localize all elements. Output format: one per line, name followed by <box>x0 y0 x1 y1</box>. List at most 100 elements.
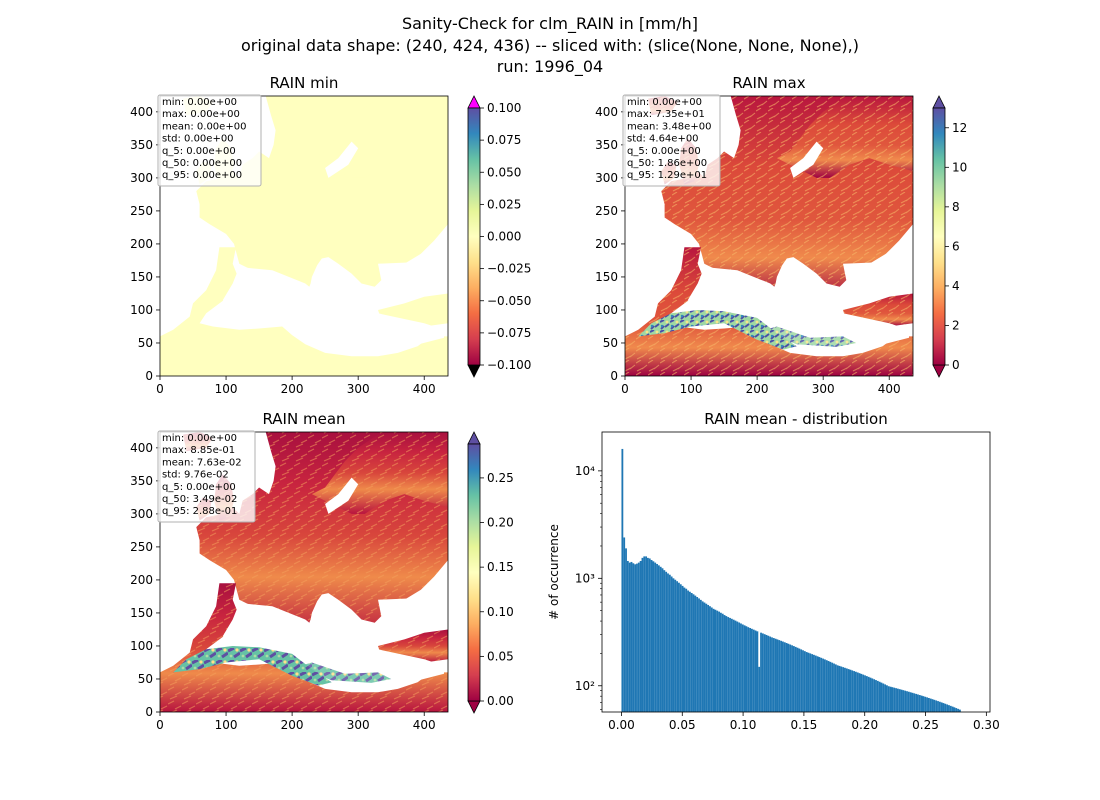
histogram-bar <box>807 652 810 712</box>
histogram-bar <box>953 707 956 712</box>
y-tick-label: 150 <box>130 606 153 620</box>
histogram-bar <box>636 563 638 712</box>
histogram-bar <box>955 708 958 712</box>
histogram-bar <box>699 599 702 712</box>
histogram-bar <box>783 642 786 712</box>
histogram-bar <box>845 668 848 712</box>
histogram-bar <box>794 646 797 712</box>
histogram-bar <box>780 640 783 712</box>
histogram-bar <box>887 686 890 712</box>
stats-box <box>157 430 256 523</box>
stats-line: q_5: 0.00e+00 <box>627 146 701 157</box>
y-tick-label: 400 <box>130 441 153 455</box>
sea-mask <box>378 598 428 623</box>
histogram-bar <box>758 666 761 712</box>
histogram-bar <box>904 690 907 712</box>
y-tick-label: 200 <box>130 237 153 251</box>
histogram-bar <box>665 571 668 712</box>
axes-frame <box>601 431 991 713</box>
histogram-bar <box>886 685 888 712</box>
histogram-bar <box>802 650 804 712</box>
mediterranean-field <box>760 326 857 347</box>
x-tick-label: 0 <box>156 718 164 732</box>
mediterranean-field <box>295 662 392 683</box>
histogram-bar <box>906 691 908 712</box>
histogram-bar <box>654 562 657 712</box>
histogram-bar <box>630 561 633 712</box>
histogram-bar <box>625 548 627 712</box>
histogram-bar <box>626 560 629 712</box>
colorbar-tick-label: −0.100 <box>487 358 531 372</box>
histogram-bar <box>833 663 835 712</box>
y-tick-label: 250 <box>130 540 153 554</box>
histogram-bar <box>761 633 764 712</box>
histogram-bar <box>840 666 843 712</box>
histogram-bar <box>634 564 637 712</box>
histogram-bar <box>871 678 874 712</box>
histogram-bar <box>798 648 801 712</box>
histogram-bar <box>756 631 759 712</box>
histogram-bar <box>942 703 945 712</box>
y-tick-label: 0 <box>610 369 618 383</box>
stats-line: mean: 0.00e+00 <box>162 121 246 132</box>
colorbar-tick-label: 0.075 <box>487 133 521 147</box>
x-tick-label: 400 <box>413 718 436 732</box>
histogram-bar <box>822 658 824 712</box>
histogram-bar <box>745 626 748 712</box>
histogram-bar <box>740 623 742 712</box>
histogram-bar <box>907 691 910 712</box>
stats-line: min: 0.00e+00 <box>162 433 237 444</box>
histogram-bar <box>940 702 943 712</box>
stats-line: std: 9.76e-02 <box>162 470 229 481</box>
x-tick-label: 400 <box>878 382 901 396</box>
subplot-title: RAIN min <box>270 74 339 92</box>
histogram-bar <box>849 669 852 712</box>
colorbar-extend-min <box>467 700 481 714</box>
histogram-bar <box>683 587 686 712</box>
y-tick-label: 50 <box>603 336 618 350</box>
histogram-bar <box>957 708 959 712</box>
stats-line: max: 0.00e+00 <box>162 109 240 120</box>
histogram-bar <box>844 667 846 712</box>
y-tick-label: 300 <box>595 171 618 185</box>
histogram-bar <box>834 664 837 712</box>
histogram-bar <box>643 556 646 712</box>
sea-mask <box>325 141 359 178</box>
x-tick-label: 0.20 <box>851 718 878 732</box>
histogram-bar <box>760 632 762 712</box>
y-tick-label: 250 <box>130 204 153 218</box>
histogram-bar <box>709 606 711 712</box>
histogram-bar <box>723 615 726 712</box>
stats-line: q_95: 1.29e+01 <box>627 170 707 181</box>
colorbar-tick-label: 0.05 <box>487 649 514 663</box>
colorbar-tick-label: 0.20 <box>487 516 514 530</box>
colorbar-extend-max <box>467 95 481 109</box>
histogram-bar <box>847 669 850 712</box>
stats-line: std: 4.64e+00 <box>627 134 699 145</box>
x-tick-label: 400 <box>413 382 436 396</box>
axes-frame <box>624 95 914 377</box>
stats-line: mean: 7.63e-02 <box>162 457 242 468</box>
histogram-bar <box>920 695 923 712</box>
histogram-bar <box>688 591 691 712</box>
colorbar-tick-label: 4 <box>952 279 960 293</box>
histogram-bar <box>800 649 803 712</box>
histogram-bar <box>771 637 773 712</box>
histogram-bar <box>796 647 799 712</box>
histogram-bar <box>774 638 777 712</box>
stats-line: q_95: 0.00e+00 <box>162 170 242 181</box>
map-field-1 <box>625 96 913 376</box>
histogram-bar <box>791 645 793 712</box>
y-tick-label: 0 <box>145 369 153 383</box>
sea-mask <box>378 262 428 287</box>
histogram-bar <box>902 690 905 712</box>
histogram-bar <box>813 654 815 712</box>
histogram-bar <box>864 675 866 712</box>
y-tick-label: 200 <box>595 237 618 251</box>
histogram-bar <box>668 574 671 712</box>
colorbar-tick-label: 0.025 <box>487 197 521 211</box>
stats-line: min: 0.00e+00 <box>162 97 237 108</box>
y-tick-label: 250 <box>595 204 618 218</box>
histogram-bar <box>678 582 680 712</box>
